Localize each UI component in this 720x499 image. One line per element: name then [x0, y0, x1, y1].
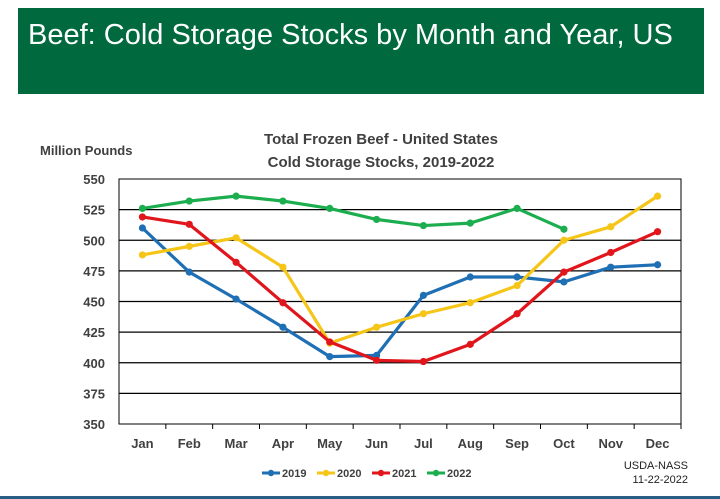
- banner-title: Beef: Cold Storage Stocks by Month and Y…: [28, 19, 673, 51]
- data-point: [372, 323, 381, 331]
- series-2019: [138, 224, 662, 361]
- series-group: [138, 192, 662, 366]
- legend-item: 2020: [317, 468, 361, 480]
- data-point: [138, 213, 147, 221]
- x-tick-label: Nov: [598, 436, 623, 451]
- data-point: [513, 310, 521, 318]
- x-tick-label: Aug: [458, 436, 483, 451]
- data-point: [607, 223, 615, 231]
- series-line: [141, 226, 658, 359]
- data-point: [326, 353, 334, 361]
- x-tick-label: Jul: [414, 436, 433, 451]
- legend: 2019 2020 2021 2022: [262, 468, 471, 480]
- legend-label: 2020: [337, 468, 361, 480]
- y-tick-label: 500: [83, 233, 105, 248]
- series-line: [142, 215, 659, 364]
- source-date: 11-22-2022: [633, 474, 688, 486]
- data-point: [466, 340, 474, 348]
- data-point: [653, 192, 662, 200]
- legend-swatch-marker: [267, 469, 275, 477]
- legend-item: 2021: [372, 468, 416, 480]
- x-tick-label: Sep: [505, 436, 529, 451]
- data-point: [513, 273, 521, 281]
- data-point: [185, 197, 193, 205]
- series-2021: [138, 213, 662, 366]
- data-point: [419, 221, 428, 230]
- data-point: [513, 204, 521, 212]
- data-point: [138, 204, 147, 212]
- y-tick-label: 550: [83, 172, 105, 187]
- data-point: [419, 310, 428, 318]
- data-point: [185, 220, 193, 228]
- data-point: [560, 278, 568, 286]
- data-point: [560, 236, 568, 244]
- data-point: [513, 281, 521, 290]
- chart-title-line1: Total Frozen Beef - United States: [264, 131, 498, 148]
- x-tick-label: Feb: [178, 436, 201, 451]
- series-line: [142, 194, 659, 345]
- x-axis-ticks: Jan Feb Mar Apr May Jun Jul Aug Sep Oct Nov Dec: [131, 424, 682, 451]
- data-point: [185, 268, 193, 276]
- x-tick-label: Oct: [553, 436, 575, 451]
- y-tick-label: 450: [83, 295, 105, 310]
- data-point: [419, 357, 428, 366]
- data-point: [185, 242, 193, 250]
- x-tick-label: Apr: [272, 436, 294, 451]
- bottom-divider: [0, 496, 720, 499]
- data-point: [372, 356, 381, 364]
- legend-swatch-marker: [432, 469, 440, 477]
- legend-swatch-marker: [322, 469, 330, 477]
- data-point: [607, 248, 615, 257]
- data-point: [138, 251, 147, 259]
- x-tick-label: Jun: [365, 436, 388, 451]
- data-point: [279, 299, 287, 307]
- data-point: [419, 291, 428, 299]
- title-banner: Beef: Cold Storage Stocks by Month and Y…: [18, 8, 704, 94]
- data-point: [372, 215, 381, 224]
- legend-label: 2019: [282, 468, 306, 480]
- data-point: [560, 268, 568, 276]
- y-tick-label: 350: [83, 417, 105, 432]
- data-point: [607, 263, 615, 271]
- y-tick-label: 525: [83, 203, 105, 218]
- data-point: [232, 192, 240, 200]
- series-2020: [138, 192, 662, 347]
- series-line: [142, 194, 565, 231]
- data-point: [232, 258, 240, 266]
- y-tick-label: 425: [83, 325, 105, 340]
- gridlines: [119, 209, 681, 394]
- data-point: [466, 219, 474, 227]
- y-axis-ticks: 350 375 400 425 450 475 500 525 550: [83, 172, 105, 432]
- y-tick-label: 400: [83, 356, 105, 371]
- series-2022: [138, 192, 568, 233]
- legend-item: 2022: [427, 468, 471, 480]
- data-point: [466, 273, 474, 281]
- legend-swatch-marker: [377, 469, 385, 477]
- legend-item: 2019: [262, 468, 306, 480]
- x-tick-label: Jan: [131, 436, 153, 451]
- data-point: [560, 225, 568, 233]
- data-point: [232, 295, 240, 303]
- data-point: [653, 228, 662, 236]
- y-axis-unit-label: Million Pounds: [40, 143, 132, 158]
- data-point: [279, 323, 287, 331]
- data-point: [326, 338, 334, 346]
- legend-label: 2021: [392, 468, 416, 480]
- y-tick-label: 375: [83, 386, 105, 401]
- x-tick-label: Dec: [646, 436, 670, 451]
- data-point: [653, 261, 662, 269]
- x-tick-label: Mar: [225, 436, 248, 451]
- x-tick-label: May: [317, 436, 343, 451]
- data-point: [326, 204, 334, 212]
- data-point: [279, 197, 287, 205]
- chart-title-line2: Cold Storage Stocks, 2019-2022: [268, 154, 495, 171]
- source-agency: USDA-NASS: [624, 460, 688, 472]
- data-point: [279, 263, 287, 271]
- data-point: [138, 224, 147, 232]
- data-point: [232, 234, 240, 242]
- legend-label: 2022: [447, 468, 471, 480]
- y-tick-label: 475: [83, 264, 105, 279]
- data-point: [466, 299, 474, 307]
